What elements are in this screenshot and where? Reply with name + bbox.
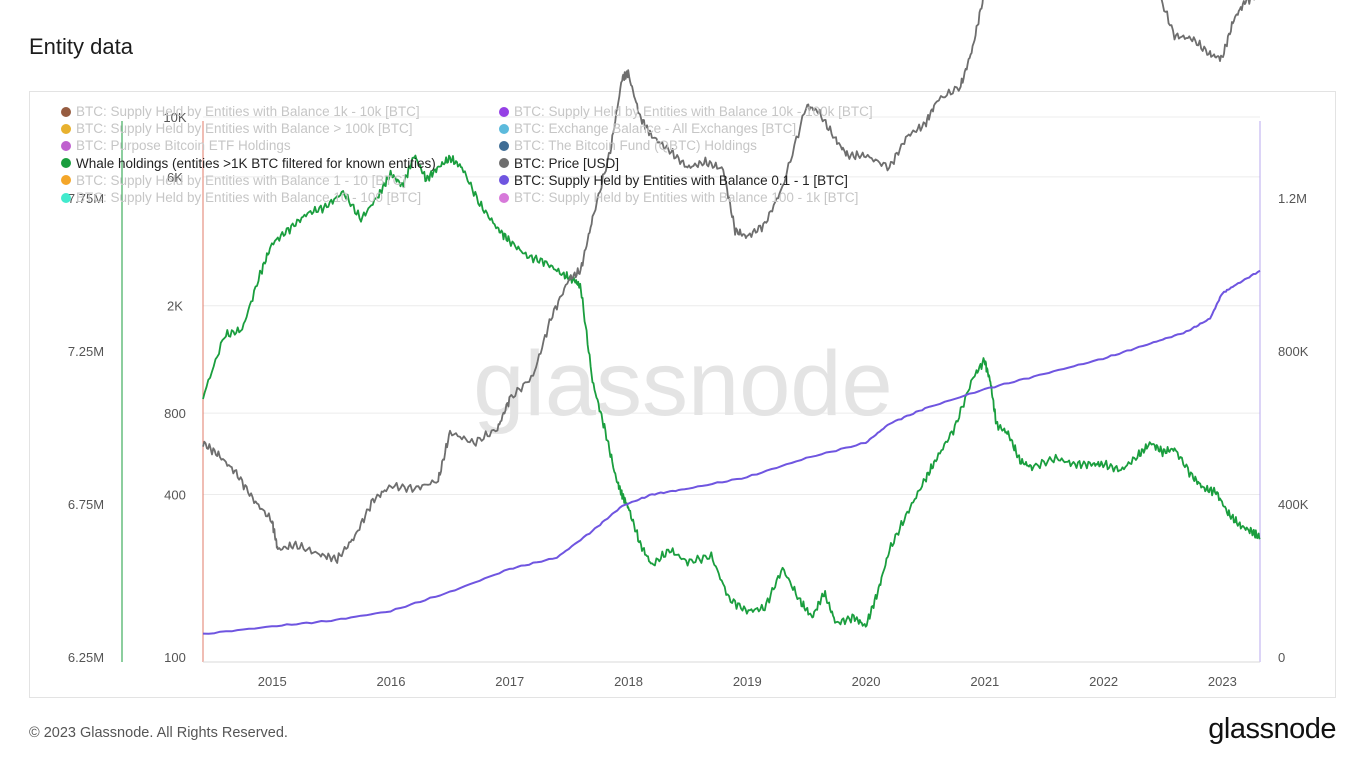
x-tick-label: 2020: [852, 674, 881, 689]
legend-label: BTC: Supply Held by Entities with Balanc…: [76, 121, 413, 137]
y-tick-label-price: 2K: [167, 299, 183, 314]
x-tick-label: 2017: [495, 674, 524, 689]
legend-color-dot: [499, 192, 509, 203]
legend-color-dot: [499, 106, 509, 117]
legend-label: BTC: Supply Held by Entities with Balanc…: [76, 172, 407, 188]
legend-color-dot: [61, 192, 71, 203]
legend-item[interactable]: BTC: Supply Held by Entities with Balanc…: [499, 190, 858, 205]
legend-label: BTC: Purpose Bitcoin ETF Holdings: [76, 138, 291, 154]
legend-item[interactable]: BTC: Supply Held by Entities with Balanc…: [61, 190, 421, 205]
legend-label: BTC: Price [USD]: [514, 155, 620, 171]
y-tick-label-outer: 6.75M: [68, 497, 104, 512]
x-tick-label: 2018: [614, 674, 643, 689]
legend-label: BTC: Supply Held by Entities with Balanc…: [514, 172, 848, 188]
legend-item[interactable]: BTC: Price [USD]: [499, 156, 619, 171]
chart-legend: BTC: Supply Held by Entities with Balanc…: [61, 104, 961, 208]
legend-item[interactable]: Whale holdings (entities >1K BTC filtere…: [61, 156, 436, 171]
legend-label: BTC: Supply Held by Entities with Balanc…: [76, 104, 420, 119]
legend-label: BTC: The Bitcoin Fund (QBTC) Holdings: [514, 138, 757, 154]
x-tick-label: 2022: [1089, 674, 1118, 689]
legend-color-dot: [61, 140, 71, 151]
y-tick-label-right: 400K: [1278, 497, 1309, 512]
legend-color-dot: [499, 175, 509, 186]
y-tick-label-price: 10K: [163, 110, 186, 125]
legend-label: BTC: Supply Held by Entities with Balanc…: [514, 104, 873, 119]
y-tick-label-price: 400: [164, 487, 186, 502]
y-tick-label-price: 6K: [167, 170, 183, 185]
series-line-right: [202, 269, 1261, 635]
chart-frame: [29, 91, 1336, 698]
x-tick-label: 2021: [970, 674, 999, 689]
y-tick-label-price: 800: [164, 406, 186, 421]
y-tick-label-outer: 6.25M: [68, 650, 104, 665]
legend-item[interactable]: BTC: Supply Held by Entities with Balanc…: [61, 121, 413, 136]
x-tick-label: 2023: [1208, 674, 1237, 689]
legend-item[interactable]: BTC: Purpose Bitcoin ETF Holdings: [61, 138, 291, 153]
legend-label: BTC: Supply Held by Entities with Balanc…: [514, 190, 859, 205]
x-tick-label: 2016: [377, 674, 406, 689]
legend-item[interactable]: BTC: The Bitcoin Fund (QBTC) Holdings: [499, 138, 757, 153]
legend-color-dot: [61, 158, 71, 169]
x-tick-label: 2019: [733, 674, 762, 689]
legend-label: Whale holdings (entities >1K BTC filtere…: [76, 155, 436, 171]
chart-watermark: glassnode: [473, 333, 892, 435]
y-tick-label-outer: 7.75M: [68, 191, 104, 206]
glassnode-logo: glassnode: [1208, 713, 1336, 745]
y-tick-label-right: 800K: [1278, 344, 1309, 359]
legend-color-dot: [61, 106, 71, 117]
y-tick-label-price: 100: [164, 650, 186, 665]
legend-item[interactable]: BTC: Supply Held by Entities with Balanc…: [61, 104, 420, 119]
y-tick-label-right: 1.2M: [1278, 191, 1307, 206]
legend-item[interactable]: BTC: Exchange Balance - All Exchanges [B…: [499, 121, 796, 136]
legend-label: BTC: Exchange Balance - All Exchanges [B…: [514, 121, 797, 137]
page-title: Entity data: [29, 34, 133, 59]
copyright-text: © 2023 Glassnode. All Rights Reserved.: [29, 725, 288, 741]
legend-color-dot: [499, 158, 509, 169]
legend-color-dot: [61, 175, 71, 186]
legend-color-dot: [499, 140, 509, 151]
y-tick-label-right: 0: [1278, 650, 1285, 665]
legend-item[interactable]: BTC: Supply Held by Entities with Balanc…: [61, 173, 406, 188]
y-tick-label-outer: 7.25M: [68, 344, 104, 359]
legend-label: BTC: Supply Held by Entities with Balanc…: [76, 190, 422, 205]
legend-color-dot: [499, 123, 509, 134]
legend-item[interactable]: BTC: Supply Held by Entities with Balanc…: [499, 173, 848, 188]
series-line-left_inner: [202, 0, 1255, 564]
legend-item[interactable]: BTC: Supply Held by Entities with Balanc…: [499, 104, 873, 119]
series-line-left_outer: [202, 154, 1261, 628]
legend-color-dot: [61, 123, 71, 134]
x-tick-label: 2015: [258, 674, 287, 689]
